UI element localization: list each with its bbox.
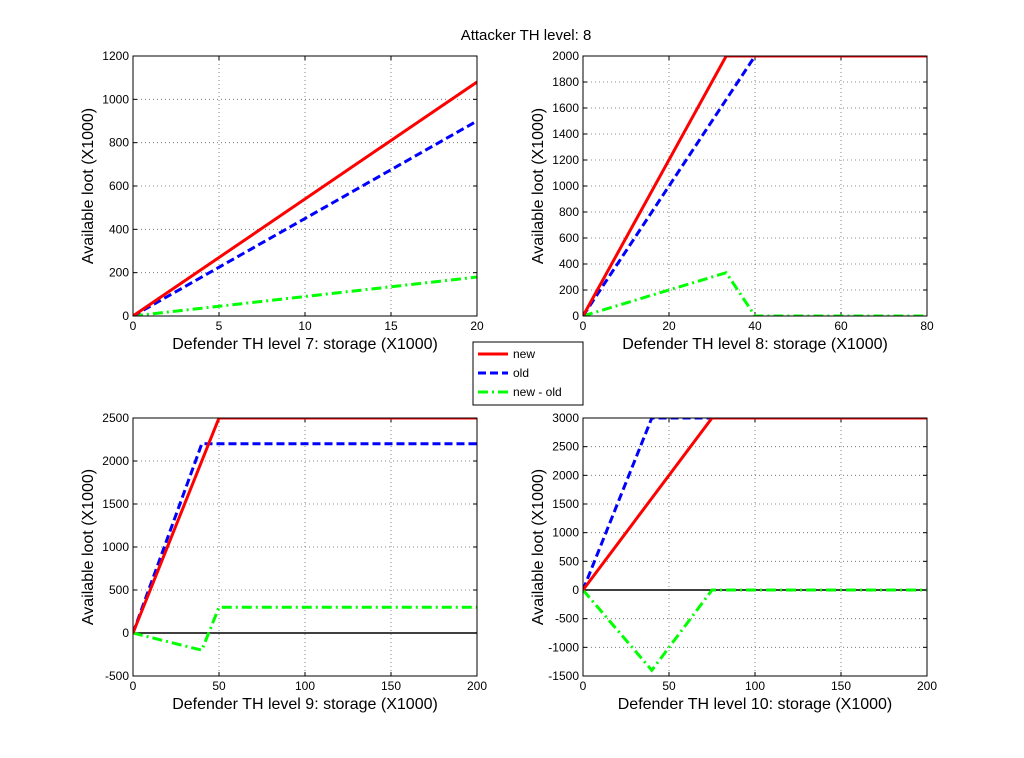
y-tick-label: 1800 [552, 75, 579, 89]
x-tick-label: 100 [295, 679, 315, 693]
y-tick-label: 600 [559, 231, 579, 245]
x-tick-label: 15 [384, 319, 398, 333]
series-line-new [133, 418, 477, 634]
y-tick-label: 400 [109, 222, 129, 236]
x-tick-label: 150 [381, 679, 401, 693]
y-tick-label: 2000 [552, 468, 579, 482]
series-group [583, 418, 927, 673]
x-tick-label: 0 [130, 319, 137, 333]
y-tick-label: -1000 [548, 640, 579, 654]
x-axis-label: Defender TH level 8: storage (X1000) [622, 336, 888, 353]
y-tick-label: 1000 [102, 92, 129, 106]
x-tick-label: 0 [130, 679, 137, 693]
subplot-4: 0 50 100 150 200 -1500 -1000 -500 0 500 1000 1500 20… [530, 411, 937, 713]
y-tick-label: 0 [572, 309, 579, 323]
y-tick-label: 400 [559, 257, 579, 271]
y-tick-label: 200 [109, 266, 129, 280]
legend-label: new [513, 347, 535, 361]
series-line-old [583, 56, 927, 316]
y-tick-label: 1200 [552, 153, 579, 167]
x-tick-label: 50 [212, 679, 226, 693]
y-tick-label: 1400 [552, 127, 579, 141]
series-line-old [133, 442, 477, 634]
series-line-newold [133, 605, 477, 652]
y-tick-label: 1000 [552, 526, 579, 540]
y-tick-label: 0 [572, 583, 579, 597]
series-line-old [133, 119, 477, 316]
y-tick-label: 2000 [552, 49, 579, 63]
y-tick-label: 1000 [102, 540, 129, 554]
series-line-old [583, 418, 927, 591]
x-axis-label: Defender TH level 10: storage (X1000) [618, 696, 893, 713]
x-axis-label: Defender TH level 7: storage (X1000) [172, 336, 438, 353]
y-tick-label: 800 [109, 136, 129, 150]
axes-frame [132, 417, 478, 677]
x-tick-label: 40 [748, 319, 762, 333]
series-line-new [133, 80, 477, 316]
series-group [133, 80, 477, 316]
x-tick-label: 50 [662, 679, 676, 693]
y-tick-label: 1500 [552, 497, 579, 511]
y-tick-label: 0 [122, 626, 129, 640]
y-tick-label: 3000 [552, 411, 579, 425]
x-tick-label: 0 [580, 319, 587, 333]
subplot-2: 0 20 40 60 800200400600800100012001400160018… [530, 49, 934, 353]
legend: new old new - old [472, 341, 584, 406]
series-line-newold [133, 275, 477, 316]
x-axis-label: Defender TH level 9: storage (X1000) [172, 696, 438, 713]
y-axis-label: Available loot (X1000) [530, 469, 547, 625]
legend-label: new - old [513, 385, 562, 399]
y-tick-label: 1600 [552, 101, 579, 115]
series-line-new [583, 418, 927, 591]
y-tick-label: 800 [559, 205, 579, 219]
x-tick-label: 200 [467, 679, 487, 693]
x-tick-label: 100 [745, 679, 765, 693]
y-tick-label: -500 [555, 612, 579, 626]
x-tick-label: 10 [298, 319, 312, 333]
x-tick-label: 0 [580, 679, 587, 693]
series-group [583, 56, 927, 316]
y-tick-label: 1000 [552, 179, 579, 193]
y-tick-label: 1500 [102, 497, 129, 511]
chart-title: Attacker TH level: 8 [461, 27, 592, 44]
legend-label: old [513, 366, 529, 380]
y-tick-label: 1200 [102, 49, 129, 63]
y-tick-label: 600 [109, 179, 129, 193]
y-tick-label: 200 [559, 283, 579, 297]
subplot-3: 0 50 100 150 200-50005001000150020002500Defe… [80, 411, 487, 713]
y-tick-label: 500 [559, 554, 579, 568]
y-tick-label: 2500 [552, 440, 579, 454]
x-tick-label: 5 [216, 319, 223, 333]
y-axis-label: Available loot (X1000) [80, 108, 97, 264]
series-line-new [583, 56, 927, 316]
y-tick-label: 2000 [102, 454, 129, 468]
y-tick-label: 0 [122, 309, 129, 323]
x-tick-label: 20 [662, 319, 676, 333]
axes-frame [582, 417, 928, 677]
y-tick-label: 500 [109, 583, 129, 597]
x-tick-label: 150 [831, 679, 851, 693]
y-tick-label: 2500 [102, 411, 129, 425]
series-line-newold [583, 588, 927, 673]
y-axis-label: Available loot (X1000) [530, 108, 547, 264]
x-tick-label: 60 [834, 319, 848, 333]
y-tick-label: -500 [105, 669, 129, 683]
x-tick-label: 200 [917, 679, 937, 693]
y-axis-label: Available loot (X1000) [80, 469, 97, 625]
series-group [133, 418, 477, 652]
axes-frame [582, 55, 928, 317]
y-tick-label: -1500 [548, 669, 579, 683]
x-tick-label: 80 [920, 319, 934, 333]
series-line-newold [583, 270, 927, 316]
x-tick-label: 20 [470, 319, 484, 333]
axes-frame [132, 55, 478, 317]
